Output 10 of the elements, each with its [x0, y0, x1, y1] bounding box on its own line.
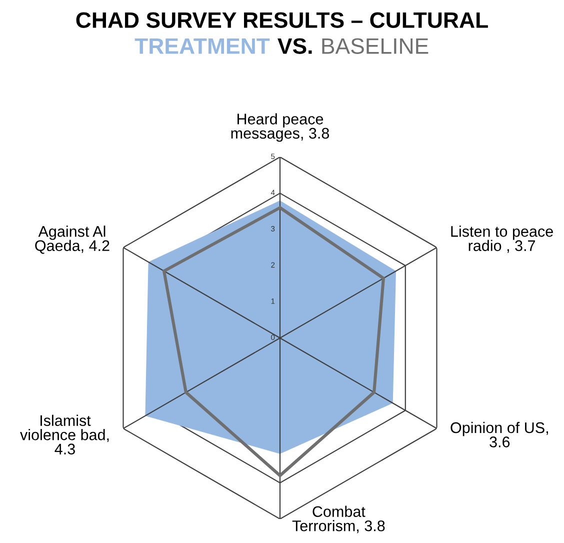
spoke-label: Islamist violence bad, 4.3: [20, 414, 109, 454]
spoke-label: Opinion of US, 3.6: [450, 422, 548, 448]
chart-subtitle: VS.: [278, 38, 312, 54]
spoke-label: Against Al Qaeda, 4.2: [35, 226, 110, 254]
chart-title: CHAD SURVEY RESULTS – CULTURAL: [76, 12, 488, 28]
spoke-label: Heard peace messages, 3.8: [231, 113, 330, 142]
spoke-label: Combat Terrorism, 3.8: [292, 506, 385, 534]
text: BASELINE: [322, 38, 428, 54]
spoke-label: Listen to peace radio , 3.7: [451, 226, 553, 253]
text: TREATMENT: [134, 38, 270, 54]
